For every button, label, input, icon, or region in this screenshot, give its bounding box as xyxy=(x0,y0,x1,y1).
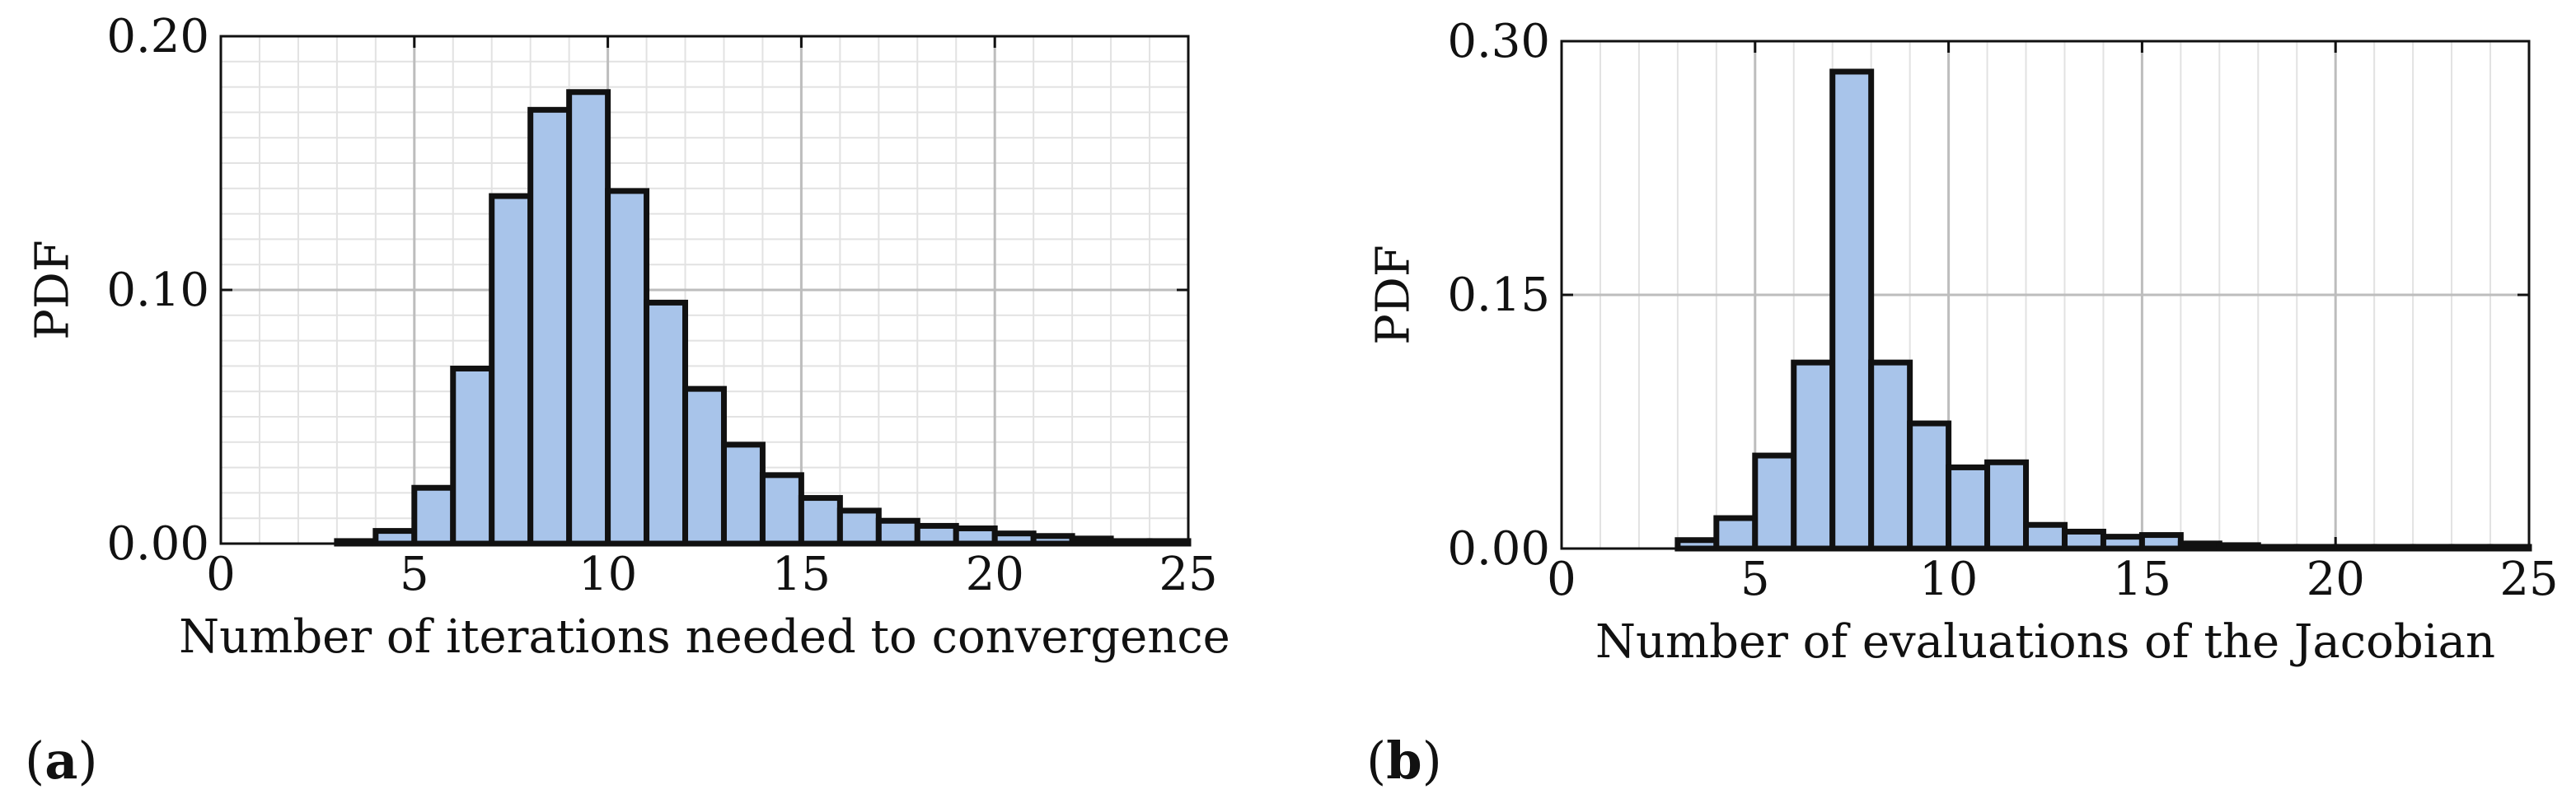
panel-label-a: (a) xyxy=(25,731,98,791)
ticks-a xyxy=(219,35,1190,545)
histogram-bar-b xyxy=(1907,420,1952,552)
x-tick-label-b: 25 xyxy=(2499,553,2558,606)
histogram-bar-b xyxy=(1946,464,1991,552)
histogram-bar-a xyxy=(720,441,766,547)
histogram-bar-a xyxy=(450,365,495,547)
x-tick-label-b: 20 xyxy=(2307,553,2365,606)
histogram-bar-a xyxy=(875,517,920,547)
histogram-bar-a xyxy=(566,89,611,547)
x-tick-label-a: 0 xyxy=(206,548,236,601)
chart-panel-a: 0 5 10 15 20 25 0.00 0.10 0.20 Number of iterat… xyxy=(25,10,1230,791)
x-tick-label-b: 15 xyxy=(2113,553,2171,606)
ticks-b xyxy=(1560,40,2531,550)
histogram-bar-b xyxy=(1868,359,1913,552)
y-tick-label-b: 0.30 xyxy=(1447,15,1550,68)
histogram-bar-b xyxy=(2100,534,2145,552)
histogram-bar-a xyxy=(372,528,418,547)
x-tick-labels-a: 0 5 10 15 20 25 xyxy=(206,548,1217,601)
x-tick-label-a: 20 xyxy=(966,548,1024,601)
x-tick-label-a: 25 xyxy=(1159,548,1217,601)
histogram-bar-a xyxy=(953,525,998,547)
bars-a xyxy=(334,89,1192,547)
chart-panel-b: 0 5 10 15 20 25 0.00 0.15 0.30 Number of evalua… xyxy=(1366,15,2559,791)
y-tick-label-a: 0.10 xyxy=(106,264,209,317)
histogram-bar-b xyxy=(1674,537,1720,552)
histogram-bar-a xyxy=(759,472,804,547)
y-tick-label-a: 0.00 xyxy=(106,517,209,571)
histogram-bar-a xyxy=(914,522,959,547)
histogram-bar-a xyxy=(489,193,534,547)
x-tick-label-b: 0 xyxy=(1547,553,1576,606)
y-axis-label-b: PDF xyxy=(1367,245,1421,344)
x-tick-label-b: 5 xyxy=(1740,553,1770,606)
histogram-bar-b xyxy=(2138,532,2184,552)
histogram-bar-b xyxy=(2061,528,2106,552)
histogram-bar-a xyxy=(411,484,457,547)
x-tick-label-b: 10 xyxy=(1919,553,1978,606)
y-axis-label-a: PDF xyxy=(26,240,80,339)
histogram-bar-b xyxy=(1791,359,1836,552)
x-tick-label-a: 15 xyxy=(772,548,831,601)
bars-b xyxy=(1674,68,2532,552)
x-tick-label-a: 5 xyxy=(400,548,429,601)
histogram-bar-b xyxy=(1713,515,1759,552)
histogram-bar-b xyxy=(1752,452,1797,552)
y-tick-label-b: 0.15 xyxy=(1447,269,1550,322)
y-tick-labels-a: 0.00 0.10 0.20 xyxy=(106,10,209,571)
histogram-bar-b xyxy=(1829,68,1875,552)
histogram-bar-a xyxy=(644,299,689,547)
x-axis-label-a: Number of iterations needed to convergen… xyxy=(179,610,1230,664)
x-axis-label-b: Number of evaluations of the Jacobian xyxy=(1595,615,2495,669)
histogram-bar-a xyxy=(991,530,1037,547)
y-tick-labels-b: 0.00 0.15 0.30 xyxy=(1447,15,1550,576)
histogram-bar-b xyxy=(1984,459,2030,552)
histogram-bar-a xyxy=(605,188,650,547)
x-tick-label-a: 10 xyxy=(578,548,637,601)
histogram-bar-a xyxy=(527,106,573,547)
panel-label-b: (b) xyxy=(1366,731,1442,791)
histogram-bar-a xyxy=(836,507,882,547)
y-tick-label-a: 0.20 xyxy=(106,10,209,63)
histogram-bar-a xyxy=(798,495,843,547)
histogram-bar-b xyxy=(2023,521,2068,552)
major-grid-b xyxy=(1560,40,2531,550)
y-tick-label-b: 0.00 xyxy=(1447,522,1550,576)
histogram-bar-a xyxy=(682,385,727,547)
x-tick-labels-b: 0 5 10 15 20 25 xyxy=(1547,553,2558,606)
